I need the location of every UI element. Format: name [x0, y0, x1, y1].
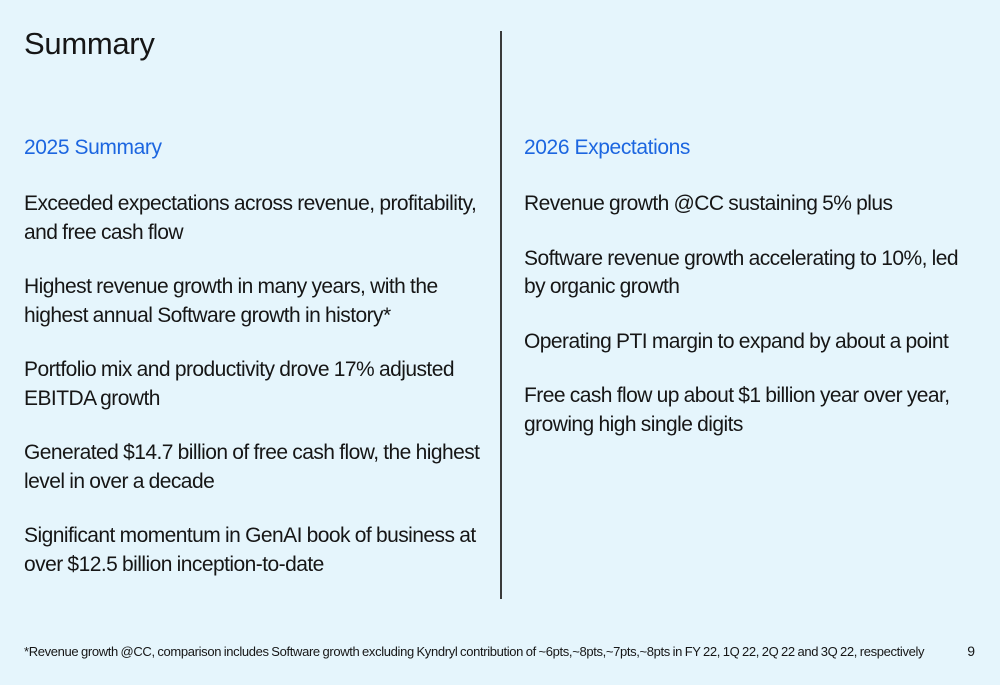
column-divider — [500, 31, 502, 599]
summary-item: Exceeded expectations across revenue, pr… — [24, 192, 477, 244]
expectation-item: Revenue growth @CC sustaining 5% plus — [524, 192, 893, 215]
summary-2025-heading: 2025 Summary — [24, 136, 162, 159]
summary-2025-column: 2025 Summary Exceeded expectations acros… — [24, 133, 486, 605]
summary-item: Generated $14.7 billion of free cash flo… — [24, 441, 480, 493]
page-number: 9 — [967, 643, 975, 659]
expectation-item: Software revenue growth accelerating to … — [524, 246, 959, 299]
summary-item: Highest revenue growth in many years, wi… — [24, 275, 438, 327]
footnote: *Revenue growth @CC, comparison includes… — [24, 644, 925, 659]
expectations-2026-column: 2026 Expectations Revenue growth @CC sus… — [524, 133, 974, 465]
page-title: Summary — [24, 26, 155, 61]
summary-item: Significant momentum in GenAI book of bu… — [24, 524, 476, 576]
expectation-item: Free cash flow up about $1 billion year … — [524, 384, 950, 436]
expectations-2026-heading: 2026 Expectations — [524, 136, 690, 159]
summary-item: Portfolio mix and productivity drove 17%… — [24, 358, 455, 410]
expectation-item: Operating PTI margin to expand by about … — [524, 329, 949, 353]
